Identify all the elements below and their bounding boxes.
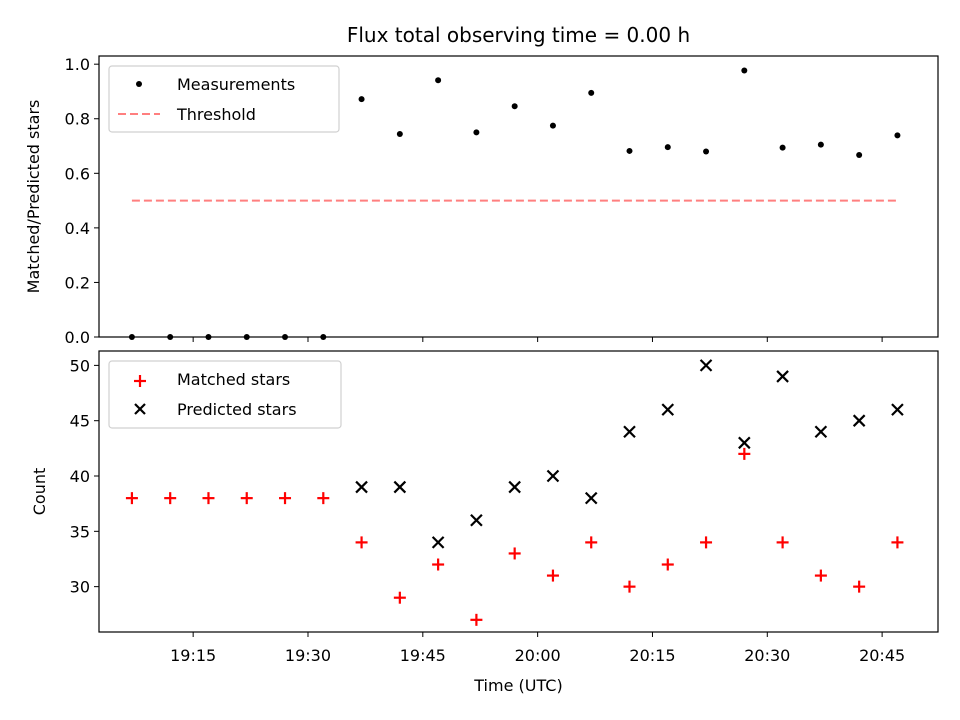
predicted-stars-point	[355, 480, 368, 494]
top-y-tick-label: 0.6	[65, 164, 90, 183]
x-tick-label: 20:30	[744, 646, 790, 665]
matched-stars-point	[164, 492, 177, 505]
legend-matched-label: Matched stars	[177, 370, 290, 389]
predicted-stars-point	[891, 403, 904, 416]
bottom-y-tick-label: 50	[70, 356, 90, 375]
legend-matched-marker	[134, 375, 146, 387]
matched-stars-point	[240, 492, 253, 505]
predicted-stars-point	[470, 513, 483, 527]
matched-stars-point	[700, 536, 713, 549]
matched-stars-point	[623, 580, 636, 593]
measurement-point	[396, 131, 403, 138]
top-plot-frame	[98, 55, 939, 338]
x-tick-label: 20:45	[859, 646, 905, 665]
predicted-stars-point	[623, 425, 636, 439]
top-y-axis-label: Matched/Predicted stars	[24, 100, 43, 294]
x-tick-label: 20:15	[629, 646, 675, 665]
top-y-ticks: 0.0 0.2 0.4 0.6 0.8 1.0	[65, 55, 99, 347]
measurement-point	[549, 122, 556, 129]
measurement-point	[435, 77, 442, 84]
legend-threshold-label: Threshold	[176, 105, 256, 124]
matched-stars-point	[508, 547, 521, 560]
matched-stars-point	[470, 613, 483, 626]
x-axis-label: Time (UTC)	[473, 676, 562, 695]
measurement-point	[703, 148, 710, 155]
top-legend: Measurements Threshold	[108, 65, 340, 133]
measurement-point	[817, 141, 824, 148]
measurement-point	[358, 96, 365, 103]
top-y-tick-label: 0.0	[65, 328, 90, 347]
top-y-tick-label: 1.0	[65, 55, 90, 74]
bottom-plot-marks	[125, 359, 904, 626]
matched-stars-point	[776, 536, 789, 549]
matched-stars-point	[814, 569, 827, 582]
predicted-stars-point	[393, 480, 407, 494]
matched-stars-point	[202, 492, 215, 505]
top-plot-marks	[128, 67, 901, 340]
matched-stars-point	[432, 558, 445, 571]
matched-stars-point	[853, 580, 866, 593]
bottom-legend-box	[108, 360, 342, 429]
matched-stars-point	[546, 569, 559, 582]
top-y-tick-label: 0.4	[65, 219, 90, 238]
legend-predicted-marker	[134, 403, 146, 415]
matched-stars-point	[279, 492, 292, 505]
bottom-y-tick-label: 35	[70, 522, 90, 541]
matched-stars-point	[317, 492, 330, 505]
measurement-point	[894, 132, 901, 139]
measurement-point	[664, 144, 671, 151]
predicted-stars-point	[661, 403, 675, 416]
top-x-ticks	[192, 337, 883, 342]
measurement-point	[741, 67, 748, 74]
bottom-y-axis-label: Count	[30, 468, 49, 516]
x-tick-label: 19:30	[285, 646, 331, 665]
x-tick-label: 19:15	[170, 646, 216, 665]
predicted-stars-point	[738, 436, 751, 450]
predicted-stars-point	[508, 480, 521, 494]
predicted-stars-point	[776, 370, 789, 383]
predicted-stars-point	[852, 414, 866, 427]
matched-stars-point	[738, 447, 751, 460]
predicted-stars-point	[431, 536, 445, 549]
x-tick-label: 19:45	[400, 646, 446, 665]
matched-stars-point	[891, 536, 904, 549]
measurement-point	[779, 144, 786, 151]
bottom-legend: Matched stars Predicted stars	[108, 360, 342, 429]
x-tick-label: 20:00	[515, 646, 561, 665]
bottom-y-tick-label: 45	[70, 412, 90, 431]
measurement-point	[511, 103, 518, 110]
matched-stars-point	[125, 492, 138, 505]
bottom-x-ticks: 19:15 19:30 19:45 20:00 20:15 20:30 20:45	[170, 632, 905, 665]
measurement-point	[626, 147, 633, 154]
bottom-y-tick-label: 40	[70, 467, 90, 486]
matched-stars-point	[393, 591, 406, 604]
predicted-stars-point	[699, 359, 713, 372]
predicted-stars-point	[814, 425, 828, 439]
legend-measurements-label: Measurements	[177, 75, 295, 94]
bottom-plot: 30 35 40 45 50 19:15 19:30 19:45 20:00 20:15 20:3…	[30, 350, 939, 695]
top-y-tick-label: 0.2	[65, 273, 90, 292]
bottom-plot-frame	[98, 350, 939, 633]
chart-title: Flux total observing time = 0.00 h	[347, 23, 690, 47]
bottom-y-tick-label: 30	[70, 578, 90, 597]
predicted-stars-point	[584, 491, 598, 505]
predicted-stars-point	[546, 469, 560, 483]
top-legend-box	[108, 65, 340, 133]
matched-stars-point	[661, 558, 674, 571]
legend-measurements-marker	[136, 81, 142, 87]
top-y-tick-label: 0.8	[65, 110, 90, 129]
legend-predicted-label: Predicted stars	[177, 400, 297, 419]
matched-stars-point	[585, 536, 598, 549]
measurement-point	[588, 89, 595, 96]
measurement-point	[856, 152, 863, 159]
matched-stars-point	[355, 536, 368, 549]
measurement-point	[473, 129, 480, 136]
bottom-y-ticks: 30 35 40 45 50	[70, 356, 99, 597]
top-plot: 0.0 0.2 0.4 0.6 0.8 1.0 Matched/Predicted sta…	[24, 55, 939, 347]
